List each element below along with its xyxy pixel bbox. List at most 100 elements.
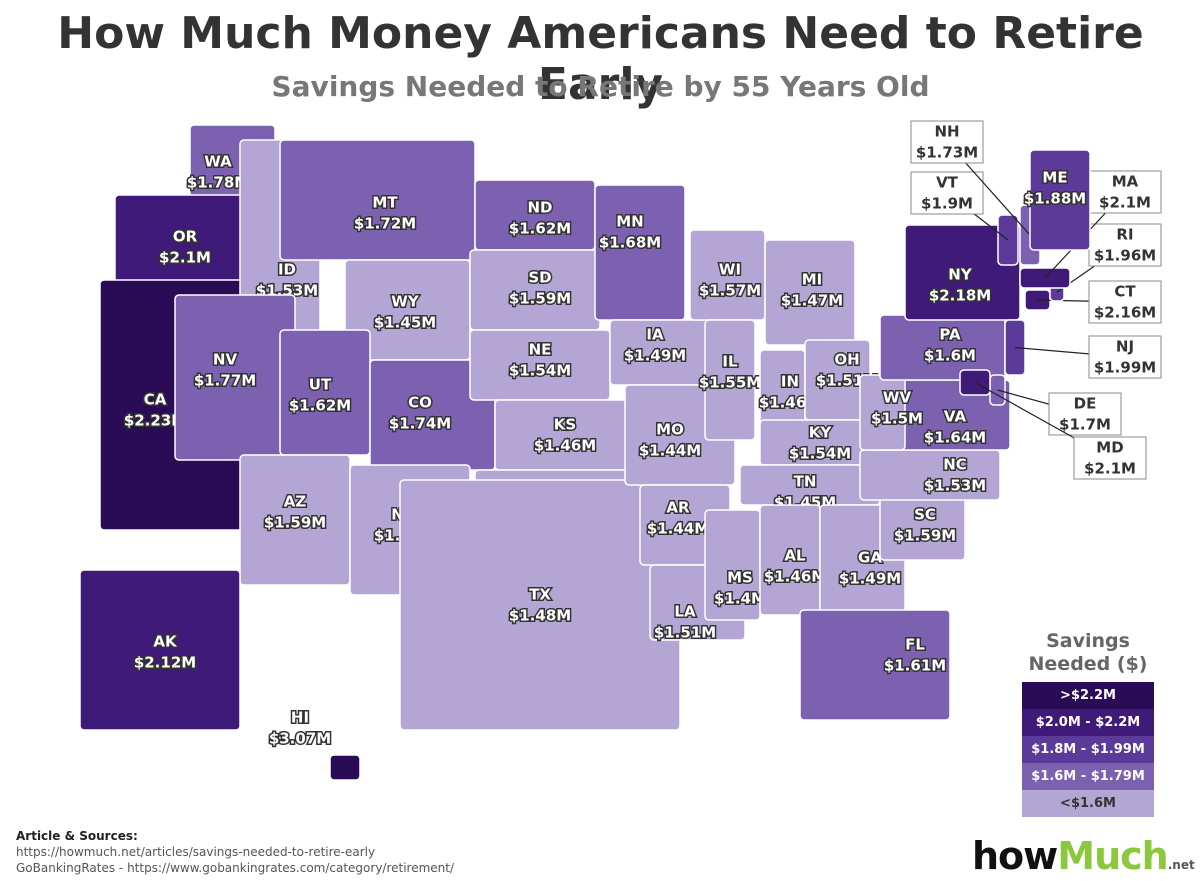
state-abbr: RI — [1116, 226, 1133, 244]
state-value: $2.16M — [1094, 304, 1156, 322]
state-abbr: WA — [204, 153, 232, 171]
state-abbr: MO — [656, 421, 684, 439]
sources: Article & Sources: https://howmuch.net/a… — [16, 828, 454, 876]
state-abbr: MI — [802, 271, 823, 289]
state-value: $1.99M — [1094, 359, 1156, 377]
state-shape — [494, 399, 636, 471]
state-abbr: TX — [529, 586, 551, 604]
logo-much: Much — [1057, 834, 1168, 878]
state-value: $1.62M — [509, 220, 571, 238]
state-value: $1.88M — [1024, 190, 1086, 208]
source-line: https://howmuch.net/articles/savings-nee… — [16, 845, 376, 859]
subtitle: Savings Needed to Retire by 55 Years Old — [271, 70, 930, 103]
state-value: $1.54M — [509, 362, 571, 380]
state-abbr: HI — [291, 709, 309, 727]
state-abbr: VT — [936, 174, 959, 192]
state-abbr: MA — [1112, 173, 1139, 191]
state-abbr: IN — [781, 373, 799, 391]
state-value: $1.7M — [1059, 416, 1111, 434]
state-value: $1.55M — [699, 374, 761, 392]
state-value: $1.74M — [389, 415, 451, 433]
state-value: $1.57M — [699, 282, 761, 300]
state-shape — [79, 569, 241, 731]
state-abbr: AL — [784, 547, 806, 565]
state-value: $2.1M — [1099, 194, 1151, 212]
state-shape — [799, 609, 951, 721]
state-value: $1.78M — [187, 174, 249, 192]
state-abbr: ME — [1042, 169, 1067, 187]
legend-title: Savings Needed ($) — [1028, 630, 1148, 675]
state-value: $3.07M — [269, 730, 331, 748]
state-value: $1.68M — [599, 234, 661, 252]
state-value: $1.96M — [1094, 247, 1156, 265]
label-box — [1048, 392, 1122, 436]
state-value: $1.61M — [884, 657, 946, 675]
state-value: $1.59M — [894, 527, 956, 545]
state-value: $1.49M — [624, 347, 686, 365]
state-abbr: SC — [914, 506, 936, 524]
state-abbr: IL — [722, 353, 738, 371]
state-value: $2.12M — [134, 654, 196, 672]
state-abbr: FL — [905, 636, 925, 654]
state-abbr: SD — [528, 269, 551, 287]
state-value: $1.49M — [839, 570, 901, 588]
state-abbr: CA — [144, 391, 167, 409]
legend-item: <$1.6M — [1022, 790, 1154, 817]
state-abbr: AK — [153, 633, 178, 651]
state-value: $1.44M — [639, 442, 701, 460]
state-value: $1.59M — [509, 290, 571, 308]
state-abbr: IA — [646, 326, 664, 344]
state-abbr: WY — [391, 293, 420, 311]
legend-item: $2.0M - $2.2M — [1022, 709, 1154, 736]
logo-how: how — [972, 834, 1058, 878]
legend-item: $1.8M - $1.99M — [1022, 736, 1154, 763]
label-box — [910, 120, 984, 164]
state-value: $1.73M — [916, 144, 978, 162]
state-abbr: OH — [834, 351, 859, 369]
state-abbr: KY — [809, 424, 833, 442]
state-abbr: MT — [372, 194, 398, 212]
legend-item: >$2.2M — [1022, 682, 1154, 709]
source-line: GoBankingRates - https://www.gobankingra… — [16, 861, 455, 875]
state-value: $1.59M — [264, 514, 326, 532]
state-shape — [594, 184, 686, 321]
state-abbr: ID — [278, 261, 296, 279]
label-box — [910, 171, 984, 215]
state-value: $2.1M — [1084, 460, 1136, 478]
state-abbr: UT — [309, 376, 332, 394]
state-shape — [399, 479, 681, 731]
state-abbr: MS — [727, 569, 753, 587]
state-value: $1.48M — [509, 607, 571, 625]
state-value: $1.45M — [374, 314, 436, 332]
state-abbr: NH — [934, 123, 959, 141]
legend-item: $1.6M - $1.79M — [1022, 763, 1154, 790]
state-abbr: NC — [943, 456, 967, 474]
state-abbr: NY — [948, 266, 973, 284]
state-abbr: ND — [527, 199, 552, 217]
legend: Savings Needed ($) >$2.2M $2.0M - $2.2M $1… — [1022, 630, 1154, 817]
state-abbr: DE — [1074, 395, 1097, 413]
state-abbr: GA — [858, 549, 882, 567]
state-abbr: TN — [794, 473, 817, 491]
label-box — [1073, 436, 1147, 480]
state-abbr: WV — [883, 389, 912, 407]
state-abbr: OR — [173, 228, 198, 246]
state-abbr: PA — [939, 326, 961, 344]
state-abbr: WI — [719, 261, 741, 279]
state-value: $2.1M — [159, 249, 211, 267]
state-value: $1.47M — [781, 292, 843, 310]
state-value: $1.53M — [924, 477, 986, 495]
state-value: $1.77M — [194, 372, 256, 390]
state-abbr: VA — [944, 408, 967, 426]
state-value: $1.5M — [871, 410, 923, 428]
state-abbr: CT — [1114, 283, 1136, 301]
state-abbr: MN — [616, 213, 643, 231]
state-abbr: AR — [666, 499, 690, 517]
state-value: $2.23M — [124, 412, 186, 430]
state-value: $1.9M — [921, 195, 973, 213]
state-abbr: AZ — [284, 493, 307, 511]
state-value: $1.44M — [647, 520, 709, 538]
state-abbr: NJ — [1116, 338, 1134, 356]
